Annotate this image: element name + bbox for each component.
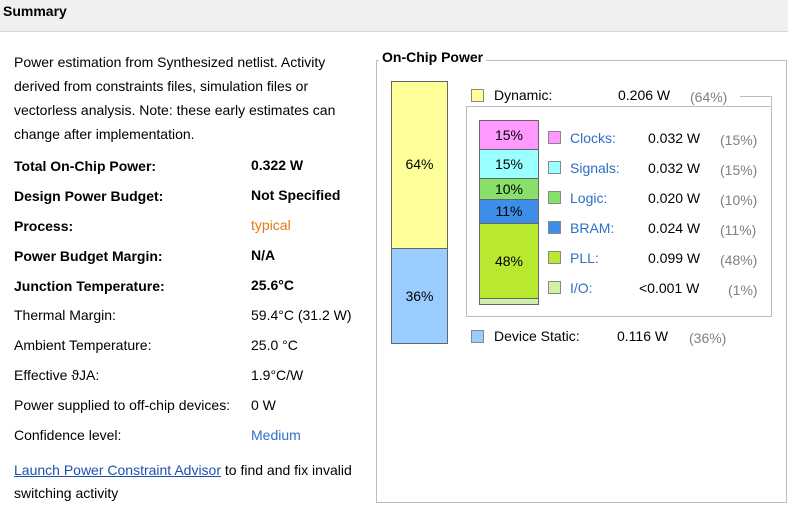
- logic-bar-segment: 10%: [479, 178, 539, 200]
- bram-bar-segment: 11%: [479, 199, 539, 224]
- ambient-temp-value: 25.0 °C: [251, 337, 298, 353]
- power-constraint-advisor-link[interactable]: Launch Power Constraint Advisor: [14, 462, 221, 478]
- signals-bar-label: 15%: [494, 156, 524, 172]
- breakdown-box-right-edge: [771, 96, 772, 316]
- logic-pct: (10%): [720, 192, 758, 208]
- pll-link[interactable]: PLL:: [570, 250, 599, 266]
- onchip-power-panel: [376, 60, 787, 503]
- effective-theta-label: Effective ϑJA:: [14, 367, 100, 383]
- signals-bar-segment: 15%: [479, 149, 539, 179]
- footer-suffix: to find and fix invalid switching activi…: [14, 462, 352, 501]
- total-power-value: 0.322 W: [251, 157, 304, 173]
- signals-swatch: [548, 161, 561, 174]
- offchip-power-value: 0 W: [251, 397, 276, 413]
- dynamic-bar-label: 64%: [405, 156, 434, 172]
- dynamic-bar-segment: 64%: [391, 81, 448, 249]
- static-value: 0.116 W: [617, 328, 669, 344]
- footer-text: Launch Power Constraint Advisor to find …: [14, 459, 364, 505]
- summary-title: Summary: [3, 3, 67, 19]
- power-budget-value[interactable]: Not Specified: [251, 187, 341, 203]
- budget-margin-label: Power Budget Margin:: [14, 248, 163, 264]
- effective-theta-value: 1.9°C/W: [251, 367, 304, 383]
- logic-link[interactable]: Logic:: [570, 190, 608, 206]
- signals-value: 0.032 W: [648, 160, 701, 176]
- pll-pct: (48%): [720, 252, 758, 268]
- confidence-value[interactable]: Medium: [251, 427, 301, 443]
- pll-bar-segment: 48%: [479, 223, 539, 299]
- thermal-margin-label: Thermal Margin:: [14, 307, 116, 323]
- io-value: <0.001 W: [639, 280, 700, 296]
- dynamic-swatch: [471, 89, 484, 102]
- confidence-label: Confidence level:: [14, 427, 122, 443]
- io-bar-segment: [479, 298, 539, 305]
- clocks-bar-segment: 15%: [479, 120, 539, 150]
- breakdown-box-top-edge: [740, 96, 772, 97]
- static-bar-label: 36%: [405, 288, 434, 304]
- pll-bar-label: 48%: [494, 253, 524, 269]
- junction-temp-value: 25.6°C: [251, 277, 294, 293]
- dynamic-value: 0.206 W: [618, 87, 671, 103]
- budget-margin-value: N/A: [251, 247, 276, 263]
- dynamic-name: Dynamic:: [494, 87, 553, 103]
- clocks-value: 0.032 W: [648, 130, 701, 146]
- total-power-label: Total On-Chip Power:: [14, 158, 157, 174]
- clocks-pct: (15%): [720, 132, 758, 148]
- description-text: Power estimation from Synthesized netlis…: [14, 54, 336, 142]
- offchip-power-label: Power supplied to off-chip devices:: [14, 397, 231, 413]
- bram-value: 0.024 W: [648, 220, 701, 236]
- ambient-temp-label: Ambient Temperature:: [14, 337, 152, 353]
- bram-swatch: [548, 221, 561, 234]
- dynamic-breakdown-box: [466, 106, 772, 317]
- signals-link[interactable]: Signals:: [570, 160, 620, 176]
- bram-bar-label: 11%: [495, 203, 523, 219]
- dynamic-pct: (64%): [690, 89, 728, 105]
- io-link[interactable]: I/O:: [570, 280, 593, 296]
- clocks-swatch: [548, 131, 561, 144]
- pll-swatch: [548, 251, 561, 264]
- static-bar-segment: 36%: [391, 248, 448, 344]
- logic-bar-label: 10%: [494, 181, 524, 197]
- static-name: Device Static:: [494, 328, 580, 344]
- process-value[interactable]: typical: [251, 217, 291, 233]
- static-pct: (36%): [689, 330, 727, 346]
- bram-link[interactable]: BRAM:: [570, 220, 615, 236]
- static-swatch: [471, 330, 484, 343]
- summary-header: Summary: [0, 0, 788, 32]
- signals-pct: (15%): [720, 162, 758, 178]
- io-swatch: [548, 281, 561, 294]
- power-budget-label: Design Power Budget:: [14, 188, 164, 204]
- process-label: Process:: [14, 218, 74, 234]
- clocks-bar-label: 15%: [494, 127, 524, 143]
- clocks-link[interactable]: Clocks:: [570, 130, 616, 146]
- junction-temp-label: Junction Temperature:: [14, 278, 165, 294]
- thermal-margin-value: 59.4°C (31.2 W): [251, 307, 352, 323]
- onchip-power-title: On-Chip Power: [379, 49, 487, 65]
- logic-swatch: [548, 191, 561, 204]
- pll-value: 0.099 W: [648, 250, 701, 266]
- logic-value: 0.020 W: [648, 190, 701, 206]
- io-pct: (1%): [728, 282, 758, 298]
- bram-pct: (11%): [720, 222, 757, 238]
